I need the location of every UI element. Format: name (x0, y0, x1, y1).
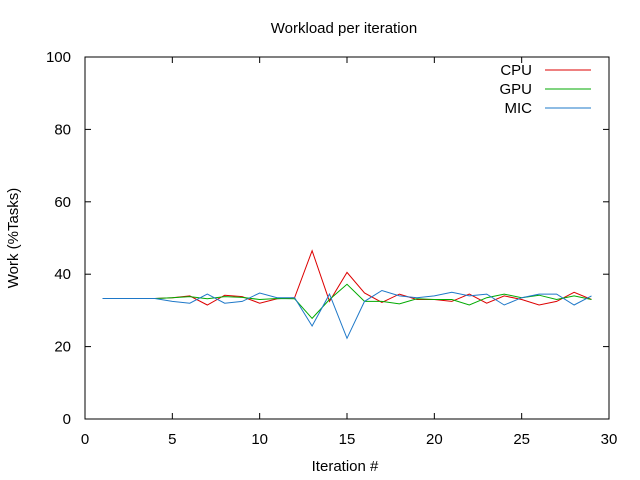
x-tick-label: 0 (81, 431, 89, 448)
y-axis-label: Work (%Tasks) (5, 188, 22, 289)
x-tick-label: 5 (168, 431, 176, 448)
y-tick-label: 80 (54, 121, 71, 138)
legend-label-mic: MIC (505, 100, 533, 117)
legend: CPU GPU MIC (499, 62, 591, 117)
x-axis-label: Iteration # (312, 458, 379, 475)
y-tick-label: 100 (46, 49, 71, 66)
y-axis-ticks: 0 20 40 60 80 100 (46, 49, 609, 428)
legend-label-cpu: CPU (500, 62, 532, 79)
legend-label-gpu: GPU (499, 81, 532, 98)
chart-title: Workload per iteration (271, 20, 417, 37)
plot-area-frame (84, 56, 610, 420)
x-tick-label: 15 (339, 431, 356, 448)
series-lines (102, 249, 592, 340)
x-tick-label: 10 (251, 431, 268, 448)
y-tick-label: 40 (54, 266, 71, 283)
x-tick-label: 25 (513, 431, 530, 448)
x-tick-label: 20 (426, 431, 443, 448)
x-axis-ticks: 0 5 10 15 20 25 30 (81, 57, 618, 448)
y-tick-label: 60 (54, 194, 71, 211)
y-tick-label: 0 (63, 411, 71, 428)
x-tick-label: 30 (601, 431, 618, 448)
series-line-gpu (102, 283, 592, 320)
y-tick-label: 20 (54, 339, 71, 356)
series-line-mic (102, 289, 592, 340)
